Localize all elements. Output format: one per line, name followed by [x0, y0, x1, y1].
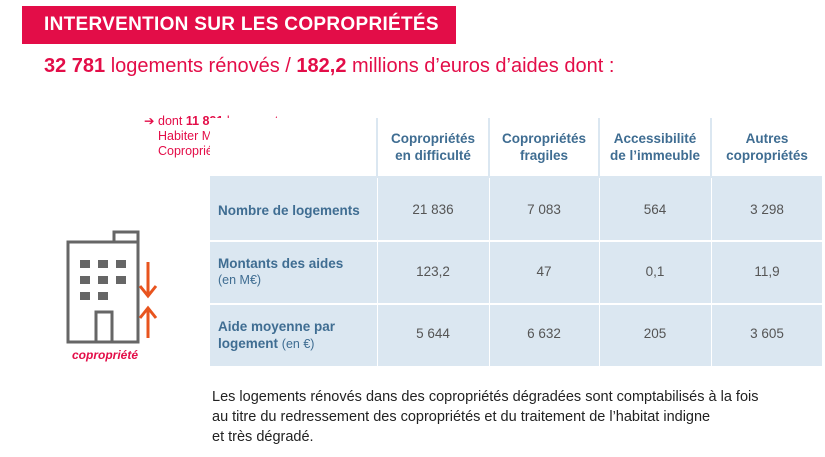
table-cell: 3 605	[750, 326, 784, 341]
column-header-line: en difficulté	[395, 148, 471, 163]
column-header-line: Accessibilité	[613, 131, 697, 146]
column-header-line: Autres	[745, 131, 789, 146]
table-cell: 11,9	[754, 264, 780, 279]
table-cell: 7 083	[527, 202, 561, 217]
column-header-line: de l’immeuble	[609, 148, 701, 163]
table-cell: 3 298	[750, 202, 784, 217]
footer-line: et très dégradé.	[212, 429, 314, 445]
column-header: Copropriétés en difficulté	[378, 118, 488, 176]
footer-line: au titre du redressement des copropriété…	[212, 409, 711, 425]
table-cell: 6 632	[527, 326, 561, 341]
table-cell: 21 836	[412, 202, 454, 217]
table-cell: 205	[643, 326, 667, 341]
note-line3: Copropriété	[158, 144, 224, 158]
column-header: Accessibilité de l’immeuble	[600, 118, 710, 176]
table-cell: 5 644	[416, 326, 450, 341]
table-cell: 0,1	[645, 264, 665, 279]
table-row-label: Aide moyenne par logement (en €)	[218, 318, 335, 353]
column-header-line: Copropriétés	[501, 131, 586, 146]
footer-line: Les logements rénovés dans des coproprié…	[212, 389, 759, 405]
table-cell: 47	[536, 264, 552, 279]
column-header-line: Copropriétés	[390, 131, 475, 146]
row-divider	[210, 303, 822, 305]
table-cell: 123,2	[416, 264, 450, 279]
column-divider	[377, 178, 378, 366]
column-divider	[599, 178, 600, 366]
headline: 32 781 logements rénovés / 182,2 million…	[44, 55, 614, 78]
section-title: INTERVENTION SUR LES COPROPRIÉTÉS	[44, 14, 439, 35]
building-icon	[60, 228, 160, 353]
table-cell: 564	[643, 202, 667, 217]
row-label-text: Montants des aides	[218, 256, 344, 271]
headline-count: 32 781	[44, 55, 106, 77]
table-header-spacer	[210, 118, 376, 176]
headline-amount: 182,2	[296, 55, 347, 77]
note-prefix: dont	[158, 114, 186, 128]
row-sublabel: (en M€)	[218, 273, 262, 287]
row-label-text: logement	[218, 336, 279, 351]
row-divider	[210, 240, 822, 242]
arrow-right-icon: ➔	[144, 114, 155, 128]
row-label-text: Aide moyenne par	[218, 319, 336, 334]
icon-label: copropriété	[72, 348, 139, 362]
column-divider	[711, 178, 712, 366]
column-header-line: copropriétés	[726, 148, 808, 163]
row-label-text: Nombre de logements	[218, 203, 360, 218]
headline-amount-text: millions d’euros d’aides dont :	[346, 55, 615, 77]
footer-text: Les logements rénovés dans des coproprié…	[212, 387, 812, 447]
column-header: Copropriétés fragiles	[490, 118, 598, 176]
column-divider	[489, 178, 490, 366]
column-header-line: fragiles	[519, 148, 568, 163]
section-banner: INTERVENTION SUR LES COPROPRIÉTÉS	[22, 6, 456, 44]
table-row-label: Montants des aides (en M€)	[218, 255, 343, 289]
headline-count-text: logements rénovés /	[105, 55, 297, 77]
table-row-label: Nombre de logements	[218, 202, 360, 219]
row-sublabel: (en €)	[281, 337, 315, 351]
column-header: Autres copropriétés	[712, 118, 822, 176]
